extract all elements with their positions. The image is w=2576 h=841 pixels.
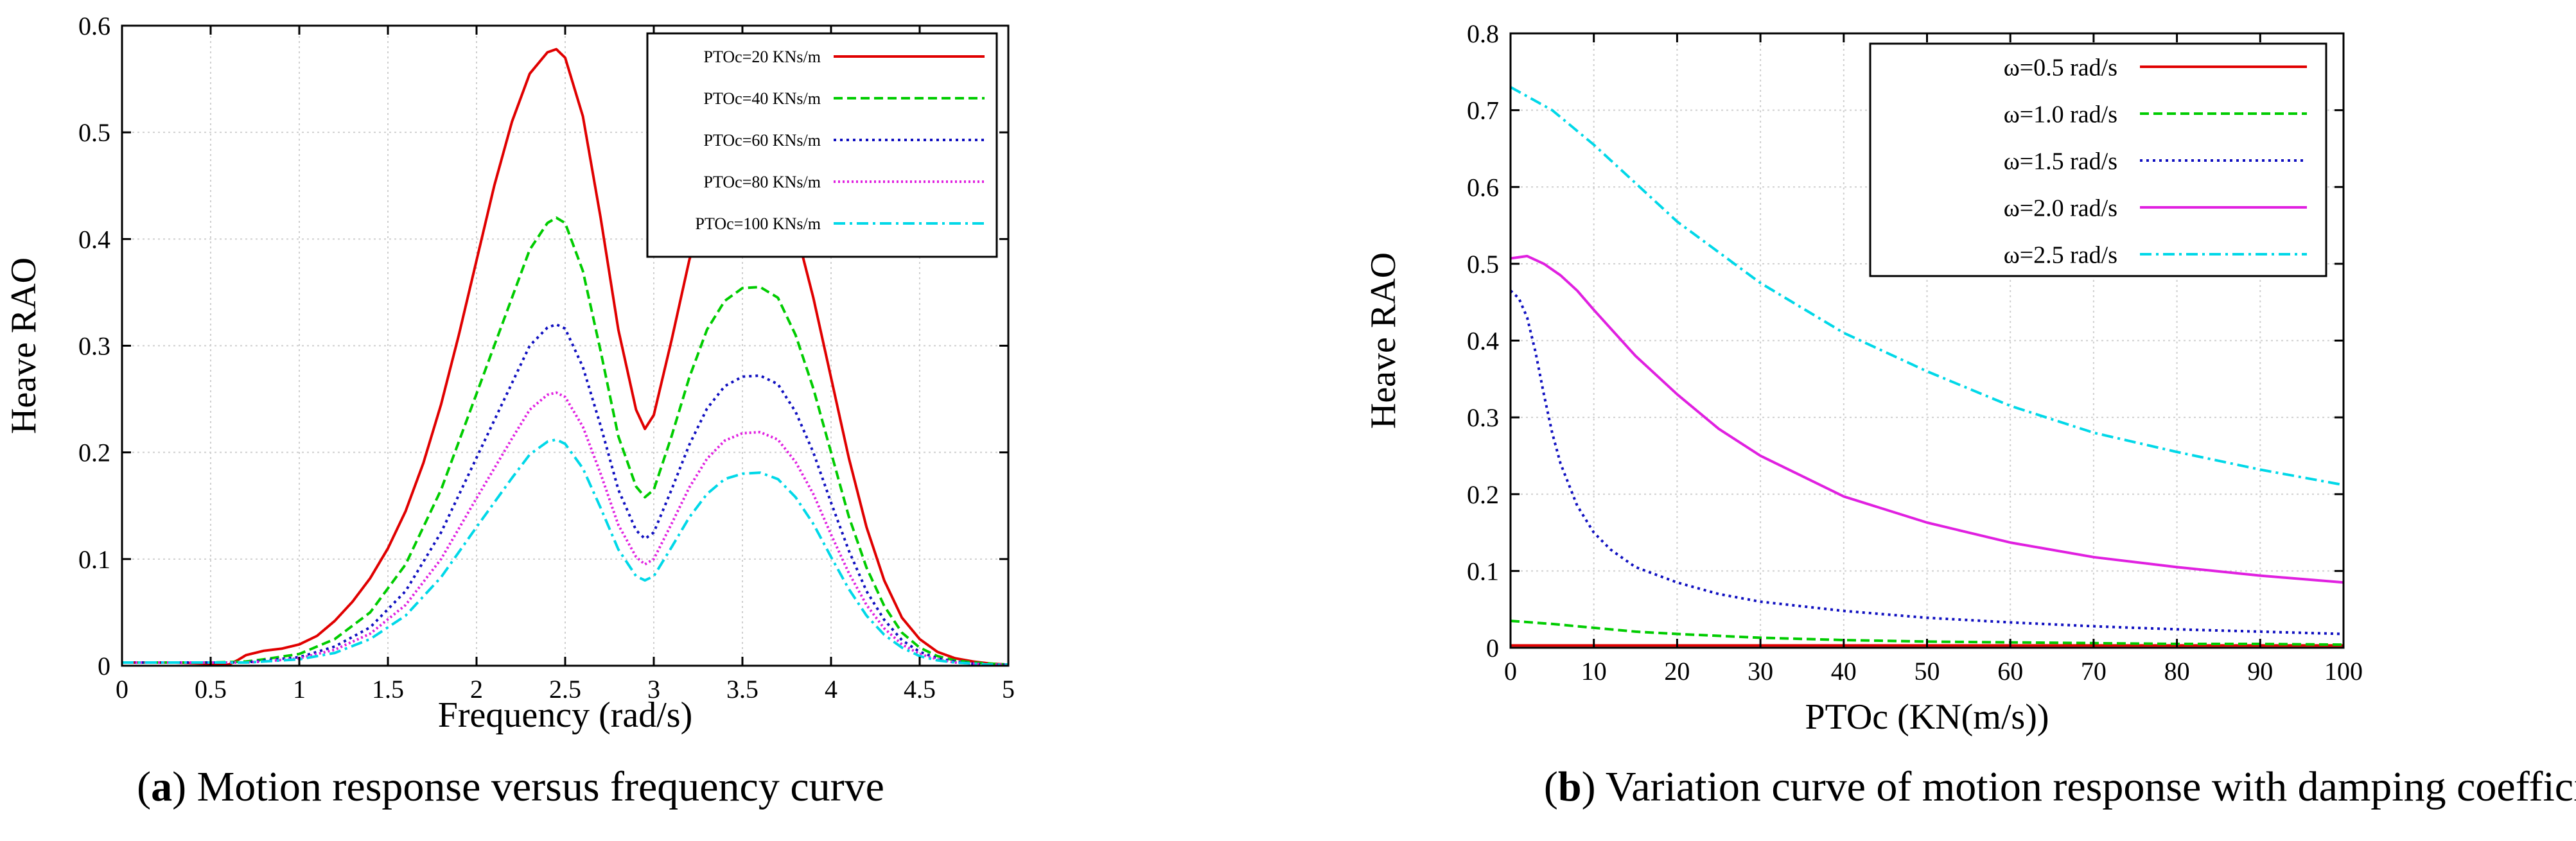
x-tick-label: 5 xyxy=(1002,675,1015,704)
legend-label: PTOc=60 KNs/m xyxy=(704,131,821,150)
caption: (b) Variation curve of motion response w… xyxy=(1544,763,2576,810)
x-tick-label: 1.5 xyxy=(372,675,404,704)
panel-a-frequency-response: 0 0.5 1 1.5 2 2.5 3 3.5 4 4.5 5 0 0.1 0.2 0.3 0.4 0.5 0.6… xyxy=(4,12,1015,810)
x-tick-label: 80 xyxy=(2164,657,2190,686)
y-tick-label: 0 xyxy=(98,652,110,681)
x-tick-label: 0.5 xyxy=(195,675,227,704)
y-tick-label: 0.2 xyxy=(1467,480,1499,509)
legend-label: ω=1.0 rad/s xyxy=(2004,101,2117,128)
y-tick-label: 0.5 xyxy=(78,118,110,147)
y-tick-label: 0.1 xyxy=(1467,557,1499,585)
legend-label: PTOc=100 KNs/m xyxy=(696,214,821,233)
x-tick-label: 4.5 xyxy=(904,675,936,704)
legend: PTOc=20 KNs/m PTOc=40 KNs/m PTOc=60 KNs/m P… xyxy=(646,32,998,258)
legend-label: PTOc=80 KNs/m xyxy=(704,173,821,191)
legend-box xyxy=(646,32,998,258)
y-tick-label: 0.8 xyxy=(1467,19,1499,48)
x-tick-label: 0 xyxy=(1504,657,1517,686)
series-line-3 xyxy=(122,323,1008,666)
y-tick-label: 0.1 xyxy=(78,545,110,574)
y-axis-label: Heave RAO xyxy=(4,257,44,434)
caption-text: Variation curve of motion response with … xyxy=(1596,763,2576,810)
legend-label: ω=2.0 rad/s xyxy=(2004,195,2117,221)
x-tick-label: 70 xyxy=(2081,657,2107,686)
x-tick-label: 90 xyxy=(2247,657,2273,686)
x-tick-label: 100 xyxy=(2324,657,2363,686)
y-tick-label: 0.7 xyxy=(1467,96,1499,125)
x-tick-label: 4 xyxy=(825,675,837,704)
caption-paren-close: ) xyxy=(1582,763,1596,810)
x-tick-label: 40 xyxy=(1831,657,1857,686)
legend-label: ω=2.5 rad/s xyxy=(2004,241,2117,268)
y-tick-label: 0.3 xyxy=(1467,403,1499,432)
legend-label: PTOc=40 KNs/m xyxy=(704,89,821,108)
y-tick-label: 0.6 xyxy=(1467,173,1499,202)
y-tick-label: 0.6 xyxy=(78,12,110,40)
y-tick-label: 0.4 xyxy=(1467,327,1499,356)
legend-label: ω=1.5 rad/s xyxy=(2004,148,2117,175)
y-axis-label: Heave RAO xyxy=(1363,252,1403,429)
y-tick-label: 0 xyxy=(1486,634,1499,663)
x-tick-label: 3 xyxy=(647,675,660,704)
x-tick-label: 60 xyxy=(1997,657,2023,686)
series-line-5 xyxy=(1510,85,2344,487)
x-axis-label: Frequency (rad/s) xyxy=(438,695,693,735)
caption-label: b xyxy=(1558,763,1582,810)
x-tick-label: 3.5 xyxy=(726,675,758,704)
series-line-4 xyxy=(1510,254,2344,584)
x-tick-label: 2 xyxy=(470,675,483,704)
caption-label: a xyxy=(151,763,172,810)
x-tick-label: 50 xyxy=(1914,657,1940,686)
series-line-5 xyxy=(122,438,1008,666)
x-tick-label: 1 xyxy=(293,675,306,704)
y-tick-label: 0.3 xyxy=(78,332,110,361)
x-axis-label: PTOc (KN(m/s)) xyxy=(1805,697,2049,737)
legend-label: ω=0.5 rad/s xyxy=(2004,54,2117,81)
x-tick-label: 20 xyxy=(1664,657,1690,686)
caption-paren-close: ) xyxy=(172,763,186,810)
caption-paren-open: ( xyxy=(1544,763,1558,810)
series-line-2 xyxy=(122,216,1009,666)
caption: (a) Motion response versus frequency cur… xyxy=(137,763,884,810)
series-line-1 xyxy=(122,48,1009,666)
x-tick-label: 0 xyxy=(116,675,128,704)
caption-paren-open: ( xyxy=(137,763,151,810)
y-tick-label: 0.2 xyxy=(78,438,110,467)
x-tick-label: 30 xyxy=(1748,657,1773,686)
y-tick-label: 0.4 xyxy=(78,225,110,254)
y-tick-label: 0.5 xyxy=(1467,250,1499,279)
legend: ω=0.5 rad/s ω=1.0 rad/s ω=1.5 rad/s ω=2.0 r… xyxy=(1869,42,2327,277)
caption-text: Motion response versus frequency curve xyxy=(186,763,884,810)
x-tick-label: 10 xyxy=(1581,657,1607,686)
x-tick-label: 2.5 xyxy=(549,675,581,704)
legend-label: PTOc=20 KNs/m xyxy=(704,48,821,66)
panel-b-damping-variation: 0 10 20 30 40 50 60 70 80 90 100 0 0.1 0.2 0.3 0.4 0.5 0.… xyxy=(1363,19,2576,810)
series-line-4 xyxy=(122,391,1008,666)
